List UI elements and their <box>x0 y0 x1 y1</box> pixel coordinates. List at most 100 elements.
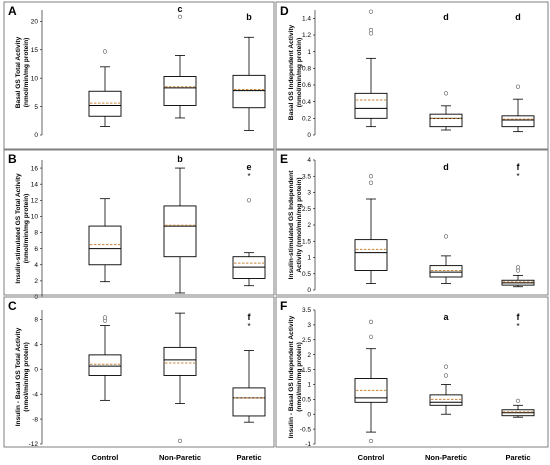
panel-frame <box>3 296 275 448</box>
y-tick-label: 1.2 <box>302 32 311 39</box>
y-tick-label: 14 <box>31 181 39 188</box>
box-paretic: d <box>501 12 535 133</box>
y-axis-label-line: (nmol/min/mg protein) <box>296 342 303 412</box>
y-axis-label-line: Insulin-stimulated GS Total Activity <box>15 173 22 284</box>
box-control <box>354 174 388 284</box>
y-tick-label: 0.8 <box>302 66 311 73</box>
outlier-point <box>443 91 449 96</box>
y-tick-label: 0 <box>34 132 38 139</box>
panel-letter: B <box>8 152 17 166</box>
x-label-control-right: Control <box>358 453 385 462</box>
y-axis-label: Basal GS Total Activity(nmol/min/mg prot… <box>15 36 30 108</box>
y-tick-label: 10 <box>31 75 39 82</box>
y-tick-label: 0.2 <box>302 116 311 123</box>
y-axis-label-line: (nmol/min/mg protein) <box>296 38 303 108</box>
box-iqr <box>163 76 197 106</box>
y-tick-label: 1 <box>307 255 311 262</box>
y-tick-label: -4 <box>32 391 38 398</box>
box-iqr <box>429 113 463 128</box>
y-tick-label: 1.5 <box>302 238 311 245</box>
significance-star: * <box>516 172 519 181</box>
outlier-point <box>177 14 183 19</box>
box-iqr <box>354 378 388 403</box>
outlier-point <box>515 84 521 89</box>
significance-letter: d <box>443 162 449 172</box>
box-iqr <box>163 346 197 376</box>
y-axis-label: Insulin - Basal GS Total Activity(nmol/m… <box>15 327 30 426</box>
significance-star: * <box>247 322 250 331</box>
y-tick-label: 0.4 <box>302 99 311 106</box>
y-tick-label: 0 <box>307 411 311 418</box>
panel-letter: C <box>8 299 17 313</box>
box-control <box>88 315 122 401</box>
x-label-nonparetic-left: Non-Paretic <box>159 453 201 462</box>
box-iqr <box>88 354 122 376</box>
box-nonparetic: c <box>163 4 197 119</box>
x-axis-labels-right: Control Non-Paretic Paretic <box>358 453 531 462</box>
box-paretic: e* <box>232 162 266 287</box>
box-nonparetic: b <box>163 154 197 294</box>
outlier-point <box>368 438 374 444</box>
panel-frame <box>3 149 275 296</box>
box-iqr <box>501 115 535 128</box>
y-tick-label: 0 <box>34 294 38 301</box>
significance-letter: c <box>177 4 182 14</box>
y-axis-label-line: Insulin - Basal GS Independent Activity <box>288 315 295 438</box>
y-tick-label: 12 <box>31 197 39 204</box>
outlier-point <box>368 319 374 325</box>
panel-a: A 0 5 10 15 20 Basal GS Total Activity(nmol/mi… <box>3 1 275 150</box>
y-tick-label: 2.5 <box>302 206 311 213</box>
y-axis-label: Insulin - Basal GS Independent Activity(… <box>288 315 303 438</box>
panel-e: E 0 0.5 1 1.5 2 2.5 3 3.5 4 Insulin-stimulated GS … <box>275 149 549 296</box>
y-tick-label: 2.5 <box>302 337 311 344</box>
box-paretic: f* <box>501 312 535 418</box>
y-tick-label: 0.5 <box>302 397 311 404</box>
box-nonparetic: d <box>429 12 463 131</box>
significance-letter: f <box>517 312 521 322</box>
x-axis-labels-left: Control Non-Paretic Paretic <box>92 453 262 462</box>
y-tick-label: 2 <box>34 278 38 285</box>
y-axis-label-line: Basal GS Total Activity <box>15 36 22 108</box>
box-nonparetic: d <box>429 162 463 284</box>
y-axis-label-line: Activity (nmol/min/mg protein) <box>296 177 303 272</box>
box-paretic: b <box>232 12 266 131</box>
panel-frame <box>3 1 275 150</box>
y-tick-label: 3.5 <box>302 307 311 314</box>
box-paretic: f* <box>232 312 266 423</box>
y-tick-label: 3 <box>307 322 311 329</box>
y-tick-label: 2 <box>307 222 311 229</box>
y-tick-label: 10 <box>31 214 39 221</box>
y-tick-label: 15 <box>31 47 39 54</box>
y-axis-label-line: Insulin - Basal GS Total Activity <box>15 327 22 426</box>
outlier-point <box>368 9 374 14</box>
x-label-nonparetic-right: Non-Paretic <box>425 453 467 462</box>
y-tick-label: 8 <box>34 317 38 324</box>
y-tick-label: -1 <box>305 441 311 448</box>
box-iqr <box>88 225 122 266</box>
box-nonparetic: a <box>429 312 463 415</box>
y-axis-label-line: Basal GS Independent Activity <box>288 24 295 120</box>
significance-letter: b <box>246 12 252 22</box>
box-paretic: f* <box>501 162 535 288</box>
y-tick-label: 20 <box>31 19 39 26</box>
outlier-point <box>443 234 449 239</box>
y-tick-label: 4 <box>307 157 311 164</box>
y-tick-label: 0.5 <box>302 271 311 278</box>
panel-frame <box>275 296 549 448</box>
x-label-paretic-right: Paretic <box>505 453 530 462</box>
box-iqr <box>429 265 463 278</box>
box-iqr <box>163 205 197 258</box>
y-tick-label: -0.5 <box>300 426 312 433</box>
y-tick-label: 1.5 <box>302 367 311 374</box>
panel-frame <box>275 149 549 296</box>
outlier-point <box>102 315 108 320</box>
outlier-point <box>246 198 252 203</box>
box-control <box>88 49 122 127</box>
outlier-point <box>368 180 374 185</box>
significance-letter: f <box>248 312 252 322</box>
y-tick-label: 0 <box>307 132 311 139</box>
y-tick-label: 8 <box>34 230 38 237</box>
